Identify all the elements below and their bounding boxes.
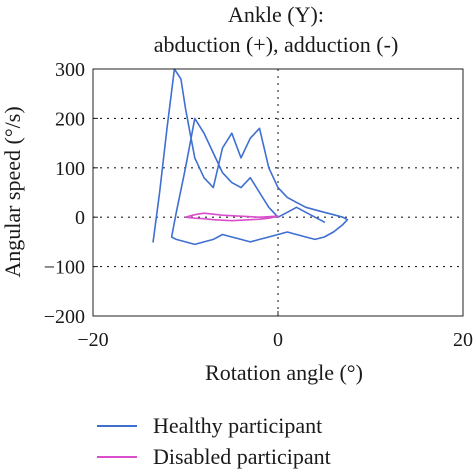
title-line-2: abduction (+), adduction (-) <box>154 32 399 57</box>
series-layer <box>152 68 349 246</box>
grid-lines <box>93 69 463 316</box>
legend: Healthy participant Disabled participant <box>97 413 331 469</box>
title-line-1: Ankle (Y): <box>228 2 324 27</box>
x-tick-label: −20 <box>77 329 108 351</box>
y-tick-label: −200 <box>44 306 85 328</box>
chart-title: Ankle (Y): abduction (+), adduction (-) <box>154 2 399 57</box>
legend-label-healthy: Healthy participant <box>153 413 322 438</box>
x-tick-labels: −20 0 20 <box>77 329 473 351</box>
y-tick-label: 200 <box>55 108 85 130</box>
y-tick-label: 0 <box>75 207 85 229</box>
y-tick-labels: −200 −100 0 100 200 300 <box>44 59 85 328</box>
x-tick-label: 20 <box>453 329 473 351</box>
y-tick-label: −100 <box>44 257 85 279</box>
legend-label-disabled: Disabled participant <box>153 444 331 469</box>
axis-ticks <box>92 68 464 317</box>
x-tick-label: 0 <box>273 329 283 351</box>
disabled-participant-line <box>184 212 279 222</box>
plot-frame <box>92 68 464 317</box>
y-tick-label: 100 <box>55 158 85 180</box>
y-axis-label: Angular speed (°/s) <box>0 106 25 277</box>
x-axis-label: Rotation angle (°) <box>205 360 363 385</box>
healthy-participant-line <box>152 68 349 246</box>
y-tick-label: 300 <box>55 59 85 81</box>
